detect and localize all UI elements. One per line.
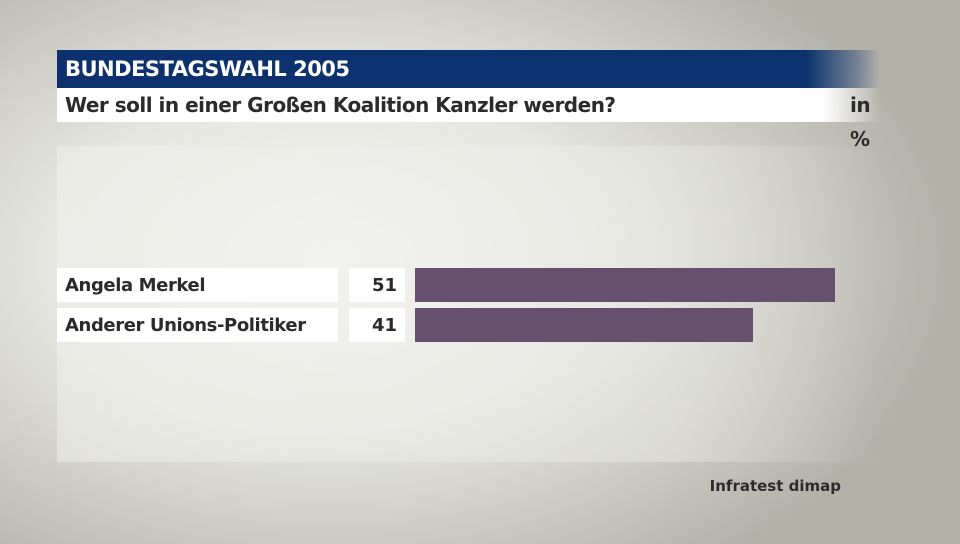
category-label: Anderer Unions-Politiker: [57, 308, 338, 342]
unit-label: in %: [850, 93, 871, 151]
chart-panel: [57, 146, 877, 462]
title-text: BUNDESTAGSWAHL 2005: [65, 57, 350, 81]
bar: [415, 268, 835, 302]
chart-title: BUNDESTAGSWAHL 2005: [57, 50, 880, 88]
value-label: 41: [349, 308, 405, 342]
value-label: 51: [349, 268, 405, 302]
chart-subtitle: Wer soll in einer Großen Koalition Kanzl…: [57, 88, 880, 151]
source-label: Infratest dimap: [709, 477, 841, 495]
bar: [415, 308, 753, 342]
category-label: Angela Merkel: [57, 268, 338, 302]
subtitle-text: Wer soll in einer Großen Koalition Kanzl…: [65, 93, 616, 117]
